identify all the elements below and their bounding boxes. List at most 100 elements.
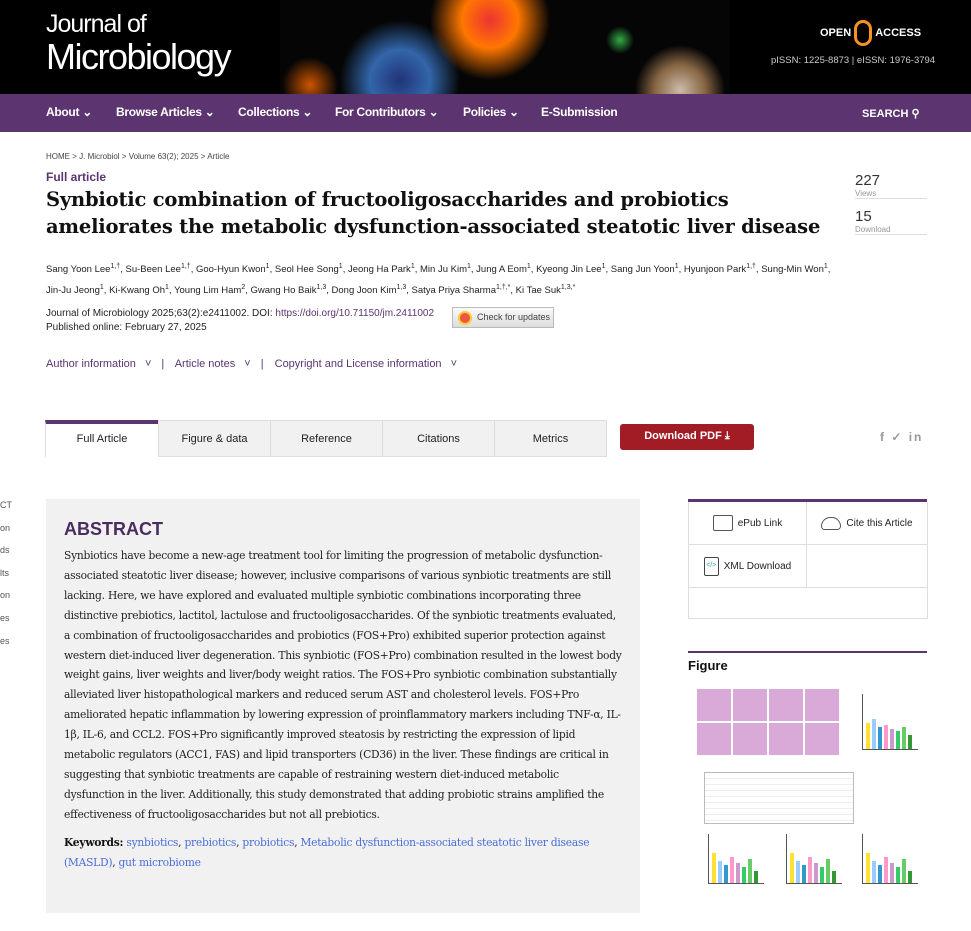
banner-artwork xyxy=(280,0,730,94)
section-nav: CT on ds lts on es es xyxy=(0,494,12,652)
keyword-link[interactable]: synbiotics xyxy=(126,835,179,849)
bar xyxy=(748,859,752,883)
author-name[interactable]: Seol Hee Song1 xyxy=(274,263,343,276)
author-name[interactable]: Jin-Ju Jeong1 xyxy=(46,284,104,297)
downloads-stat: 15 Download xyxy=(855,208,927,235)
bar xyxy=(790,853,794,883)
tab-figure-data[interactable]: Figure & data xyxy=(158,420,271,457)
keyword-link[interactable]: gut microbiome xyxy=(118,855,201,869)
citation: Journal of Microbiology 2025;63(2):e2411… xyxy=(46,308,435,333)
journal-logo-line1[interactable]: Journal of xyxy=(46,10,147,38)
journal-banner: Journal of Microbiology OPEN ACCESS pISSN… xyxy=(0,0,971,94)
author-name[interactable]: Jung A Eom1 xyxy=(476,263,531,276)
section-nav-item[interactable]: on xyxy=(0,522,11,533)
nav-browse-articles[interactable]: Browse Articles ⌄ xyxy=(116,105,215,119)
empty-cell xyxy=(807,545,928,588)
nav-e-submission[interactable]: E-Submission xyxy=(541,105,618,119)
article-notes-toggle[interactable]: Article notes ˅ xyxy=(174,358,251,370)
doi-link[interactable]: https://doi.org/10.71150/jm.2411002 xyxy=(275,308,435,319)
download-icon: ⤓ xyxy=(724,430,730,442)
histology-panel xyxy=(696,722,732,756)
section-nav-item[interactable]: CT xyxy=(0,500,12,510)
keyword-link[interactable]: Metabolic dysfunction-associated steatot… xyxy=(64,835,590,869)
author-name[interactable]: Sang Jun Yoon1 xyxy=(610,263,679,276)
author-name[interactable]: Sang Yoon Lee1,† xyxy=(46,263,121,276)
bar xyxy=(796,861,800,883)
author-list: Sang Yoon Lee1,†, Su-Been Lee1,†, Goo-Hy… xyxy=(46,263,831,297)
nav-for-contributors[interactable]: For Contributors ⌄ xyxy=(335,105,439,119)
journal-logo-line2[interactable]: Microbiology xyxy=(46,36,232,77)
keyword-link[interactable]: probiotics xyxy=(242,835,295,849)
tab-full-article[interactable]: Full Article xyxy=(45,420,159,457)
xml-download[interactable]: </> XML Download xyxy=(689,545,807,588)
bar xyxy=(802,865,806,883)
histology-panel xyxy=(732,722,768,756)
bar xyxy=(826,859,830,883)
author-name[interactable]: Kyeong Jin Lee1 xyxy=(536,263,606,276)
main-nav: About ⌄ Browse Articles ⌄ Collections ⌄ … xyxy=(0,94,971,132)
article-tools: ePub Link Cite this Article </> XML Downl… xyxy=(688,499,928,619)
epub-link[interactable]: ePub Link xyxy=(689,502,807,545)
copyright-license-toggle[interactable]: Copyright and License information ˅ xyxy=(274,358,458,370)
author-name[interactable]: Hyunjoon Park1,† xyxy=(683,263,756,276)
bar-chart-panel xyxy=(786,834,842,884)
bar xyxy=(866,723,870,749)
bar xyxy=(908,735,912,749)
histology-panel xyxy=(732,688,768,722)
author-name[interactable]: Ki-Kwang Oh1 xyxy=(109,284,169,297)
bar xyxy=(820,867,824,883)
nav-policies[interactable]: Policies ⌄ xyxy=(463,105,519,119)
published-date: Published online: February 27, 2025 xyxy=(46,322,207,333)
author-name[interactable]: Satya Priya Sharma1,†,* xyxy=(411,284,511,297)
views-stat: 227 Views xyxy=(855,172,927,199)
nav-collections[interactable]: Collections ⌄ xyxy=(238,105,313,119)
bar xyxy=(832,871,836,883)
section-nav-item[interactable]: lts xyxy=(0,567,9,578)
tab-citations[interactable]: Citations xyxy=(382,420,495,457)
article-tabs: Full Article Figure & data Reference Cit… xyxy=(45,420,607,457)
bar xyxy=(736,863,740,883)
section-nav-item[interactable]: ds xyxy=(0,545,10,556)
abstract-section: ABSTRACT Synbiotics have become a new-ag… xyxy=(46,499,640,913)
social-share-icons[interactable]: f ✓ in xyxy=(880,430,924,444)
bar xyxy=(742,867,746,883)
search-button[interactable]: SEARCH ⚲ xyxy=(862,108,920,120)
cite-article[interactable]: Cite this Article xyxy=(807,502,928,545)
author-name[interactable]: Jeong Ha Park1 xyxy=(347,263,415,276)
author-name[interactable]: Young Lim Ham2 xyxy=(174,284,246,297)
bar xyxy=(890,863,894,883)
figure-thumbnail[interactable] xyxy=(690,684,926,906)
divider xyxy=(688,651,927,653)
author-name[interactable]: Sung-Min Won1 xyxy=(761,263,828,276)
author-name[interactable]: Su-Been Lee1,† xyxy=(125,263,191,276)
histology-panel xyxy=(696,688,732,722)
author-name[interactable]: Goo-Hyun Kwon1 xyxy=(195,263,270,276)
bar xyxy=(724,865,728,883)
section-nav-item[interactable]: on xyxy=(0,590,11,601)
author-name[interactable]: Min Ju Kim1 xyxy=(420,263,471,276)
histology-panel xyxy=(804,722,840,756)
section-nav-item[interactable]: es xyxy=(0,612,10,623)
section-nav-item[interactable]: es xyxy=(0,635,10,646)
tab-metrics[interactable]: Metrics xyxy=(494,420,607,457)
histology-panel xyxy=(804,688,840,722)
bar-chart-panel xyxy=(862,834,918,884)
abstract-text: Synbiotics have become a new-age treatme… xyxy=(64,549,622,821)
check-for-updates-button[interactable]: Check for updates xyxy=(452,307,554,328)
bar xyxy=(712,853,716,883)
download-pdf-button[interactable]: Download PDF ⤓ xyxy=(620,424,754,450)
author-name[interactable]: Gwang Ho Baik1,3 xyxy=(250,284,327,297)
histology-panel xyxy=(768,688,804,722)
keyword-link[interactable]: prebiotics xyxy=(184,835,237,849)
author-name[interactable]: Dong Joon Kim1,3 xyxy=(331,284,407,297)
author-name[interactable]: Ki Tae Suk1,3,* xyxy=(515,284,576,297)
breadcrumb[interactable]: HOME > J. Microbiol > Volume 63(2); 2025… xyxy=(46,152,230,161)
author-information-toggle[interactable]: Author information ˅ xyxy=(46,358,152,370)
open-access-lock-icon xyxy=(854,20,873,46)
bar xyxy=(908,871,912,883)
bar xyxy=(808,857,812,883)
nav-about[interactable]: About ⌄ xyxy=(46,105,92,119)
histology-panel xyxy=(768,722,804,756)
bar xyxy=(884,725,888,749)
tab-reference[interactable]: Reference xyxy=(270,420,383,457)
